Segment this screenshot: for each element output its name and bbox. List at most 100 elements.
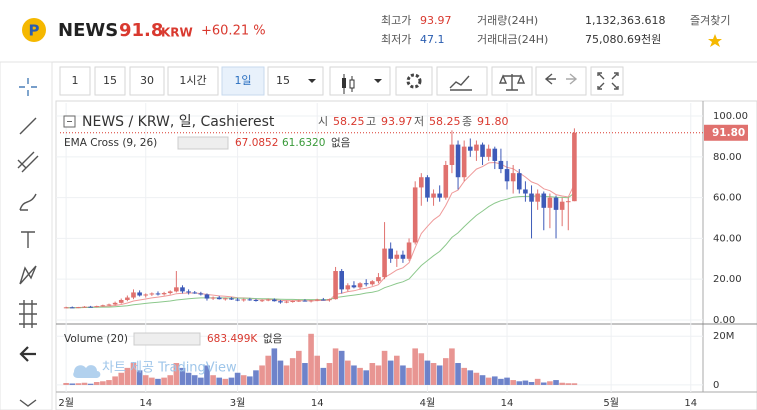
btn[interactable] — [329, 66, 391, 96]
text-tool[interactable] — [21, 231, 35, 248]
volume-bar — [161, 377, 167, 385]
more-tool[interactable] — [19, 399, 37, 407]
back-tool[interactable] — [19, 346, 36, 362]
x-tick-label: 5월 — [603, 397, 619, 409]
candle-body — [290, 300, 296, 302]
interval-button[interactable]: 1 — [72, 74, 79, 87]
volume-bar — [430, 363, 437, 385]
candle-body — [94, 306, 100, 308]
ema-value: 61.6320 — [282, 137, 325, 149]
volume-bar — [228, 377, 235, 385]
amount-label: 거래대금(24H) — [477, 33, 548, 46]
volume-bar — [179, 367, 186, 385]
candle-body — [455, 144, 461, 178]
volume-bar — [345, 360, 351, 385]
ema-line — [66, 192, 575, 309]
candle-body — [474, 144, 479, 151]
candle-body — [425, 177, 430, 198]
favorite-star[interactable] — [708, 34, 722, 47]
btn[interactable] — [395, 66, 433, 96]
volume-bar — [467, 370, 474, 385]
candle-body — [69, 307, 75, 309]
volume-bar — [149, 377, 155, 385]
volume-bar — [351, 365, 357, 385]
crosshair-tool[interactable] — [19, 78, 37, 96]
volume-bar — [173, 363, 180, 385]
candle-body — [229, 298, 234, 300]
favorite-label[interactable]: 즐겨찾기 — [690, 14, 730, 27]
interval-button[interactable]: 30 — [140, 74, 154, 87]
interval-button[interactable]: 15 — [103, 74, 117, 87]
volume-bar — [100, 381, 106, 385]
btn[interactable] — [167, 66, 219, 96]
high-label: 최고가 — [381, 14, 411, 27]
btn[interactable] — [535, 66, 587, 96]
interval-button[interactable]: 1일 — [234, 73, 251, 87]
amount: 75,080.69천원 — [585, 32, 661, 46]
drawing-tools[interactable] — [17, 78, 39, 407]
volume-bar — [565, 383, 572, 385]
volume-bar — [296, 350, 302, 385]
dropdown[interactable] — [308, 79, 316, 83]
volume-bar — [283, 365, 290, 385]
volume-bar — [540, 382, 547, 385]
btn-active[interactable] — [221, 66, 265, 96]
candle-body — [437, 193, 442, 198]
undo-icon — [544, 73, 556, 85]
btn[interactable] — [436, 66, 488, 96]
fullscreen-icon — [597, 72, 619, 90]
candle-body — [167, 291, 173, 294]
candle-body — [535, 193, 540, 202]
candle-body — [467, 146, 473, 151]
brush-tool[interactable] — [19, 193, 37, 211]
fib-tool[interactable] — [17, 151, 39, 173]
interval-button[interactable]: 15 — [276, 74, 290, 87]
btn[interactable] — [59, 66, 91, 96]
candle-body — [486, 148, 491, 157]
candle-body — [259, 300, 265, 302]
x-tick-label: 2월 — [58, 397, 74, 409]
candle-body — [253, 299, 259, 301]
candle-body — [382, 248, 387, 278]
candle-body — [192, 292, 198, 294]
volume-bar — [473, 372, 480, 385]
volume-bar — [130, 363, 137, 385]
measure-tool[interactable] — [19, 300, 37, 328]
change: +60.21 % — [201, 24, 266, 39]
line-tool[interactable] — [19, 117, 37, 135]
btn[interactable] — [129, 66, 165, 96]
y-tick-label: 60.00 — [713, 193, 742, 204]
volume-bar — [265, 355, 272, 385]
top-toolbar — [59, 66, 624, 96]
btn[interactable] — [590, 66, 624, 96]
btn[interactable] — [94, 66, 126, 96]
ema-line — [66, 161, 575, 309]
low-label: 최저가 — [381, 33, 411, 46]
plot — [56, 103, 703, 392]
interval-button[interactable]: 1시간 — [179, 74, 206, 87]
volume-controls[interactable] — [133, 332, 201, 346]
ohlc-value: 91.80 — [477, 115, 509, 128]
candle-body — [284, 301, 289, 303]
x-tick-label: 14 — [501, 398, 514, 409]
logo-letter: P — [29, 22, 40, 40]
dropdown[interactable] — [374, 79, 382, 83]
candle-body — [412, 187, 418, 243]
volume-bar — [406, 367, 412, 385]
candle-body — [523, 189, 528, 194]
ohlc-label: 저 — [414, 115, 424, 128]
candle-body — [216, 297, 222, 300]
indicator-controls[interactable] — [177, 136, 229, 150]
pattern-tool[interactable] — [19, 265, 37, 285]
volume-bar — [510, 380, 516, 385]
candle-body — [210, 297, 216, 299]
volume-bar — [534, 378, 541, 385]
candle-body — [559, 201, 565, 210]
candle-body — [394, 254, 400, 259]
low: 47.1 — [420, 33, 445, 46]
candle-body — [149, 293, 155, 295]
volume-bar — [210, 375, 216, 385]
y-tick-label: 0.00 — [713, 315, 735, 326]
candle-body — [125, 297, 130, 300]
candle-body — [431, 193, 436, 198]
